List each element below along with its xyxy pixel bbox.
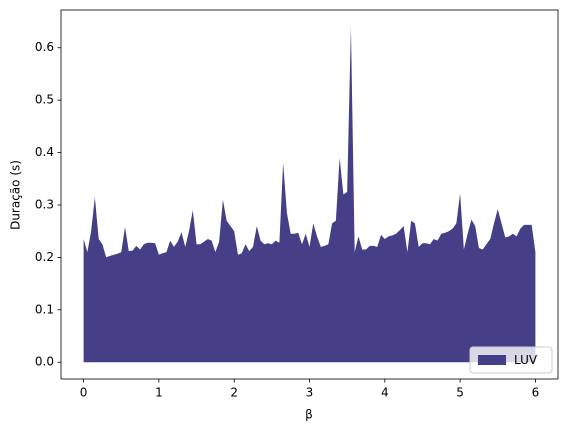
x-tick-label: 0 [80,386,88,400]
legend-swatch [478,355,506,365]
y-tick-label: 0.4 [35,145,54,159]
y-tick-label: 0.2 [35,250,54,264]
x-axis-label: β [305,408,313,422]
y-axis-label: Duração (s) [9,160,23,230]
x-tick-label: 5 [456,386,464,400]
y-tick-label: 0.6 [35,40,54,54]
x-tick-label: 4 [381,386,389,400]
x-tick-label: 3 [306,386,314,400]
x-tick-label: 6 [532,386,540,400]
y-tick-label: 0.1 [35,302,54,316]
y-tick-label: 0.5 [35,93,54,107]
y-tick-label: 0.0 [35,355,54,369]
x-tick-label: 2 [230,386,238,400]
legend-box [469,346,553,374]
area [83,26,536,363]
legend-label: LUV [514,353,538,367]
x-tick-label: 1 [155,386,163,400]
y-tick-label: 0.3 [35,197,54,211]
